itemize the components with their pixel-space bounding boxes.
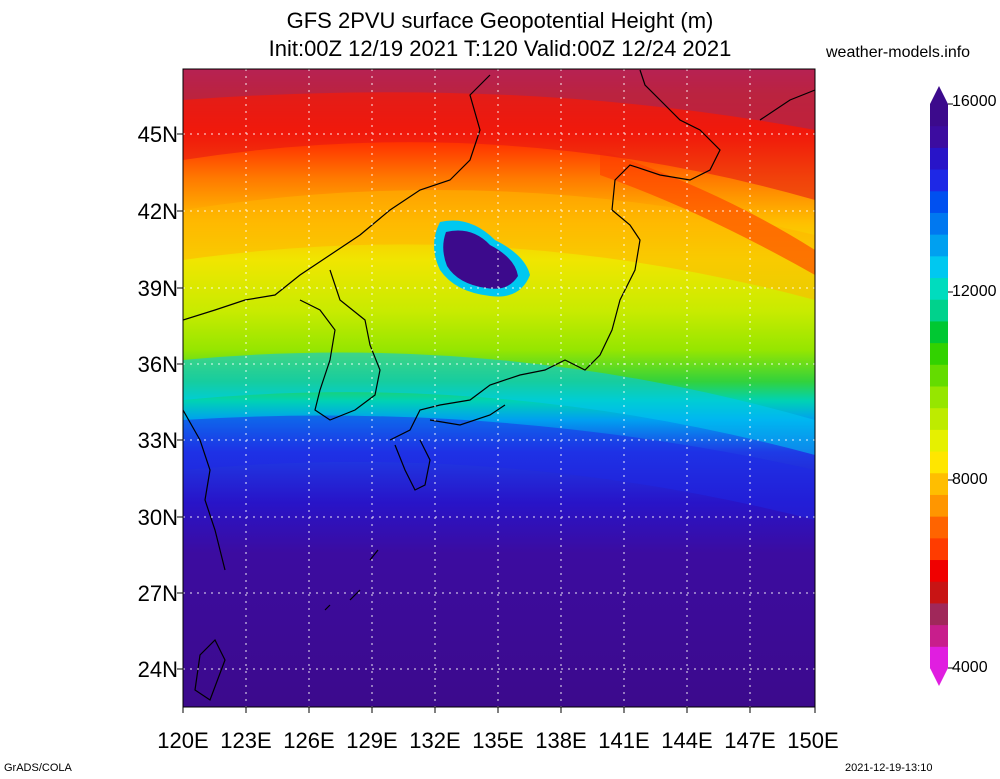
coastlines: [183, 69, 815, 701]
lon-label-141e: 141E: [598, 728, 650, 753]
colorbar-swatch: [930, 451, 948, 474]
colorbar-swatch: [930, 277, 948, 300]
colorbar: [930, 86, 953, 686]
lon-label-123e: 123E: [220, 728, 272, 753]
colorbar-swatch: [930, 407, 948, 430]
colorbar-swatch: [930, 494, 948, 517]
colorbar-swatch: [930, 364, 948, 387]
lat-label-45n: 45N: [137, 122, 178, 147]
title-line-2: Init:00Z 12/19 2021 T:120 Valid:00Z 12/2…: [268, 36, 732, 61]
lat-label-36n: 36N: [137, 352, 178, 377]
credit-text: weather-models.info: [826, 44, 971, 61]
colorbar-label-16000: 16000: [952, 93, 997, 110]
height-field: [183, 69, 815, 707]
colorbar-swatch: [930, 581, 948, 604]
lat-label-42n: 42N: [137, 199, 178, 224]
lon-label-120e: 120E: [157, 728, 209, 753]
colorbar-swatch: [930, 212, 948, 235]
colorbar-swatch: [930, 190, 948, 213]
footer-timestamp: 2021-12-19-13:10: [845, 762, 933, 774]
colorbar-swatch: [930, 537, 948, 561]
colorbar-swatch: [930, 624, 948, 647]
colorbar-swatch: [930, 559, 948, 582]
axis-ticks: [177, 133, 816, 713]
colorbar-swatch: [930, 386, 948, 409]
footer-software: GrADS/COLA: [4, 762, 72, 774]
lat-label-27n: 27N: [137, 581, 178, 606]
map-frame: [182, 68, 816, 708]
colorbar-swatch: [930, 429, 948, 452]
colorbar-swatch: [930, 516, 948, 539]
colorbar-swatch: [930, 147, 948, 170]
colorbar-label-4000: 4000: [952, 659, 988, 676]
colorbar-swatch: [930, 255, 948, 279]
lon-label-144e: 144E: [661, 728, 713, 753]
lat-label-24n: 24N: [137, 657, 178, 682]
colorbar-swatch: [930, 342, 948, 365]
lon-label-129e: 129E: [346, 728, 398, 753]
colorbar-swatch: [930, 125, 948, 148]
lat-label-33n: 33N: [137, 428, 178, 453]
lon-label-147e: 147E: [724, 728, 776, 753]
lon-label-138e: 138E: [535, 728, 587, 753]
colorbar-min-arrow: [930, 668, 948, 686]
colorbar-swatch: [930, 299, 948, 322]
colorbar-swatch: [930, 234, 948, 257]
gridlines: [183, 69, 815, 707]
colorbar-swatch: [930, 169, 948, 192]
lon-label-135e: 135E: [472, 728, 524, 753]
colorbar-label-8000: 8000: [952, 471, 988, 488]
title-line-1: GFS 2PVU surface Geopotential Height (m): [286, 8, 714, 33]
colorbar-max-arrow: [930, 86, 948, 104]
colorbar-swatch: [930, 472, 948, 495]
lon-label-150e: 150E: [787, 728, 839, 753]
colorbar-swatch: [930, 646, 948, 669]
colorbar-swatch: [930, 104, 948, 127]
lon-label-126e: 126E: [283, 728, 335, 753]
lon-label-132e: 132E: [409, 728, 461, 753]
lat-label-39n: 39N: [137, 276, 178, 301]
lat-label-30n: 30N: [137, 505, 178, 530]
colorbar-swatch: [930, 602, 948, 626]
colorbar-label-12000: 12000: [952, 283, 997, 300]
colorbar-swatch: [930, 320, 948, 344]
